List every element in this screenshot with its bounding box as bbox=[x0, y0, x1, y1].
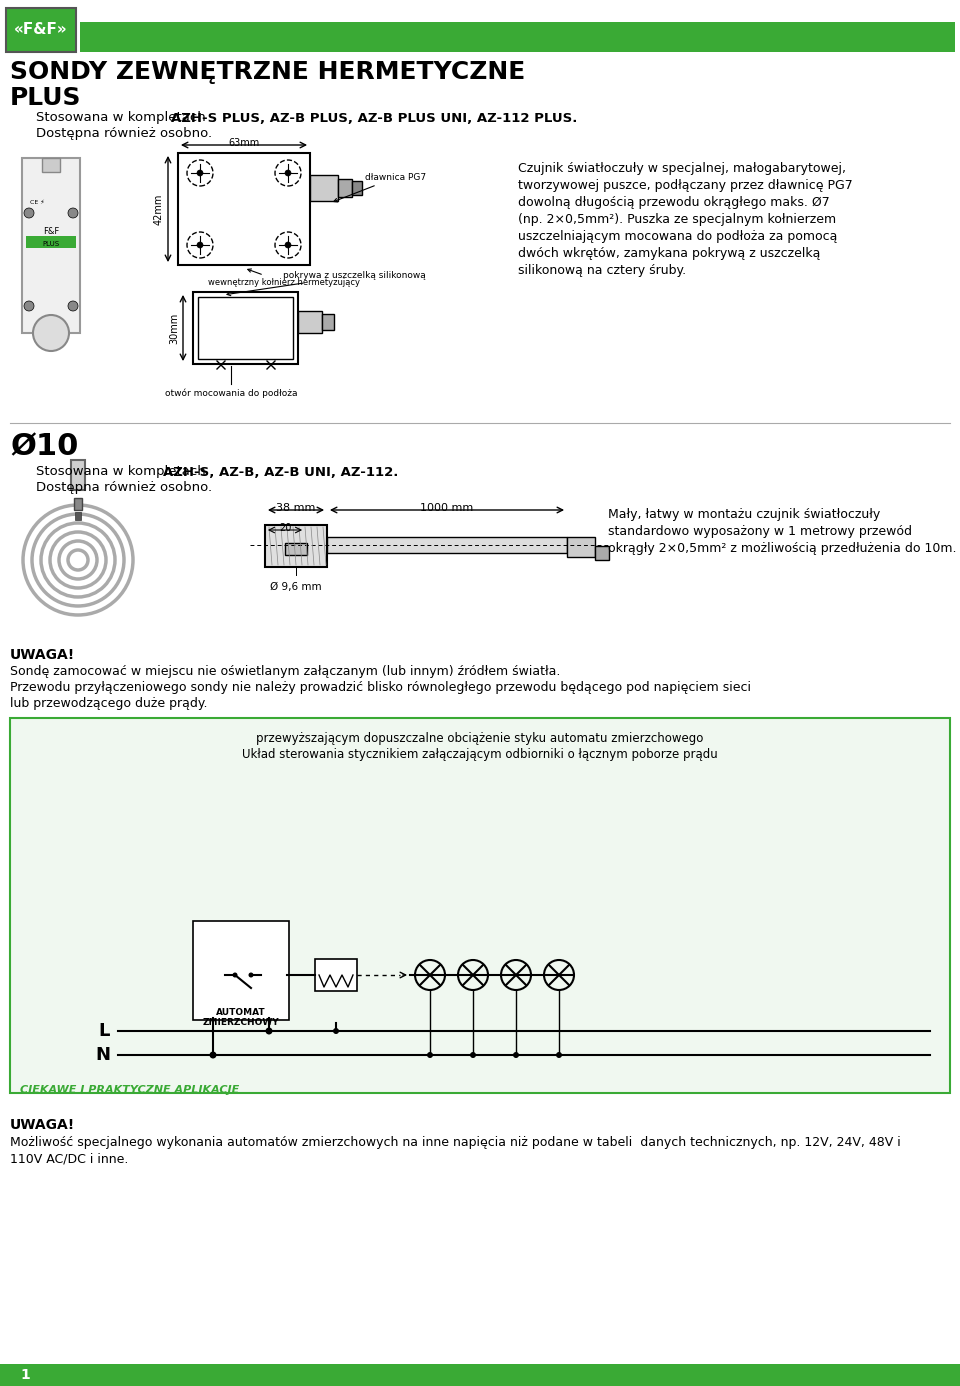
Text: Dostępna również osobno.: Dostępna również osobno. bbox=[36, 126, 212, 140]
Circle shape bbox=[427, 1052, 433, 1058]
Circle shape bbox=[333, 1028, 339, 1034]
Circle shape bbox=[285, 170, 291, 176]
Circle shape bbox=[556, 1052, 562, 1058]
Text: dławnica PG7: dławnica PG7 bbox=[334, 173, 426, 202]
Bar bbox=[595, 546, 609, 560]
Bar bbox=[6, 8, 76, 53]
Circle shape bbox=[249, 973, 253, 977]
Text: dowolną długością przewodu okrągłego maks. Ø7: dowolną długością przewodu okrągłego mak… bbox=[518, 195, 829, 209]
Text: PLUS: PLUS bbox=[10, 86, 82, 109]
Text: Stosowana w kompletach: Stosowana w kompletach bbox=[36, 466, 214, 478]
Text: «F&F»: «F&F» bbox=[14, 22, 68, 37]
Text: CE ⚡: CE ⚡ bbox=[30, 200, 44, 205]
Circle shape bbox=[266, 1027, 273, 1034]
Circle shape bbox=[24, 208, 34, 218]
Bar bbox=[567, 536, 595, 557]
Circle shape bbox=[232, 973, 237, 977]
Text: PLUS: PLUS bbox=[42, 241, 60, 247]
Text: okrągły 2×0,5mm² z możliwością przedłużenia do 10m.: okrągły 2×0,5mm² z możliwością przedłuże… bbox=[608, 542, 956, 554]
Text: Przewodu przyłączeniowego sondy nie należy prowadzić blisko równoległego przewod: Przewodu przyłączeniowego sondy nie nale… bbox=[10, 681, 751, 694]
Bar bbox=[352, 182, 362, 195]
Bar bbox=[193, 292, 298, 365]
Bar bbox=[265, 525, 327, 567]
Bar bbox=[74, 498, 82, 510]
Circle shape bbox=[197, 170, 203, 176]
Text: silikonową na cztery śruby.: silikonową na cztery śruby. bbox=[518, 263, 686, 277]
Bar bbox=[0, 1364, 960, 1386]
Text: lub przewodzącego duże prądy.: lub przewodzącego duże prądy. bbox=[10, 697, 207, 710]
Text: przewyższającym dopuszczalne obciążenie styku automatu zmierzchowego: przewyższającym dopuszczalne obciążenie … bbox=[256, 732, 704, 746]
Circle shape bbox=[209, 1052, 217, 1059]
FancyBboxPatch shape bbox=[10, 718, 950, 1094]
Bar bbox=[178, 152, 310, 265]
Text: otwór mocowania do podłoża: otwór mocowania do podłoża bbox=[165, 388, 298, 398]
Circle shape bbox=[470, 1052, 476, 1058]
Text: uszczelniającym mocowana do podłoża za pomocą: uszczelniającym mocowana do podłoża za p… bbox=[518, 230, 837, 243]
Bar bbox=[327, 536, 567, 553]
Circle shape bbox=[513, 1052, 519, 1058]
Circle shape bbox=[285, 243, 291, 248]
Text: CIEKAWE I PRAKTYCZNE APLIKACJE: CIEKAWE I PRAKTYCZNE APLIKACJE bbox=[20, 1085, 239, 1095]
Text: Stosowana w kompletach: Stosowana w kompletach bbox=[36, 111, 214, 125]
Text: (np. 2×0,5mm²). Puszka ze specjalnym kołnierzem: (np. 2×0,5mm²). Puszka ze specjalnym koł… bbox=[518, 213, 836, 226]
Text: Układ sterowania stycznikiem załączającym odbiorniki o łącznym poborze prądu: Układ sterowania stycznikiem załączający… bbox=[242, 748, 718, 761]
Bar bbox=[298, 310, 322, 333]
Bar bbox=[26, 236, 76, 248]
Text: 42mm: 42mm bbox=[154, 193, 164, 225]
Text: 20: 20 bbox=[278, 523, 291, 534]
Bar bbox=[315, 959, 357, 991]
Text: pokrywa z uszczelką silikonową: pokrywa z uszczelką silikonową bbox=[227, 272, 425, 295]
Text: L: L bbox=[99, 1021, 110, 1040]
Text: 38 mm: 38 mm bbox=[276, 503, 316, 513]
Text: standardowo wyposażony w 1 metrowy przewód: standardowo wyposażony w 1 metrowy przew… bbox=[608, 525, 912, 538]
Circle shape bbox=[68, 301, 78, 310]
Text: 30mm: 30mm bbox=[169, 312, 179, 344]
Text: AZH-S PLUS, AZ-B PLUS, AZ-B PLUS UNI, AZ-112 PLUS.: AZH-S PLUS, AZ-B PLUS, AZ-B PLUS UNI, AZ… bbox=[171, 111, 577, 125]
Text: 1: 1 bbox=[20, 1368, 30, 1382]
Text: AZH-S, AZ-B, AZ-B UNI, AZ-112.: AZH-S, AZ-B, AZ-B UNI, AZ-112. bbox=[163, 466, 398, 478]
Text: Czujnik światłoczuły w specjalnej, małogabarytowej,: Czujnik światłoczuły w specjalnej, małog… bbox=[518, 162, 846, 175]
Bar bbox=[198, 297, 293, 359]
Text: Ø 9,6 mm: Ø 9,6 mm bbox=[270, 582, 322, 592]
Text: N: N bbox=[95, 1046, 110, 1064]
Circle shape bbox=[68, 208, 78, 218]
Circle shape bbox=[33, 315, 69, 351]
Text: Mały, łatwy w montażu czujnik światłoczuły: Mały, łatwy w montażu czujnik światłoczu… bbox=[608, 509, 880, 521]
Text: 110V AC/DC i inne.: 110V AC/DC i inne. bbox=[10, 1152, 129, 1166]
Text: dwóch wkrętów, zamykana pokrywą z uszczelką: dwóch wkrętów, zamykana pokrywą z uszcze… bbox=[518, 247, 821, 261]
FancyBboxPatch shape bbox=[193, 922, 289, 1020]
Circle shape bbox=[197, 243, 203, 248]
Bar bbox=[285, 543, 307, 554]
Text: tworzywowej puszce, podłączany przez dławnicę PG7: tworzywowej puszce, podłączany przez dła… bbox=[518, 179, 852, 193]
Text: UWAGA!: UWAGA! bbox=[10, 1119, 75, 1132]
Text: 63mm: 63mm bbox=[228, 139, 259, 148]
Bar bbox=[22, 158, 80, 333]
Text: wewnętrzny kołnierz hermetyzujący: wewnętrzny kołnierz hermetyzujący bbox=[208, 269, 360, 287]
Text: F&F: F&F bbox=[43, 227, 60, 237]
Circle shape bbox=[24, 301, 34, 310]
Bar bbox=[75, 511, 81, 520]
Bar bbox=[310, 175, 338, 201]
Bar bbox=[80, 22, 955, 53]
Text: Ø10: Ø10 bbox=[10, 432, 79, 462]
Text: Sondę zamocować w miejscu nie oświetlanym załączanym (lub innym) źródłem światła: Sondę zamocować w miejscu nie oświetlany… bbox=[10, 665, 561, 678]
Bar bbox=[71, 460, 85, 491]
Bar bbox=[42, 158, 60, 172]
Text: AUTOMAT
ZMIERZCHOWY: AUTOMAT ZMIERZCHOWY bbox=[203, 1008, 279, 1027]
Text: Możliwość specjalnego wykonania automatów zmierzchowych na inne napięcia niż pod: Możliwość specjalnego wykonania automató… bbox=[10, 1137, 900, 1149]
Text: SONDY ZEWNĘTRZNE HERMETYCZNE: SONDY ZEWNĘTRZNE HERMETYCZNE bbox=[10, 60, 525, 85]
Text: UWAGA!: UWAGA! bbox=[10, 649, 75, 663]
Bar bbox=[338, 179, 352, 197]
Text: Dostępna również osobno.: Dostępna również osobno. bbox=[36, 481, 212, 495]
Text: 1000 mm: 1000 mm bbox=[420, 503, 473, 513]
Bar bbox=[322, 315, 334, 330]
